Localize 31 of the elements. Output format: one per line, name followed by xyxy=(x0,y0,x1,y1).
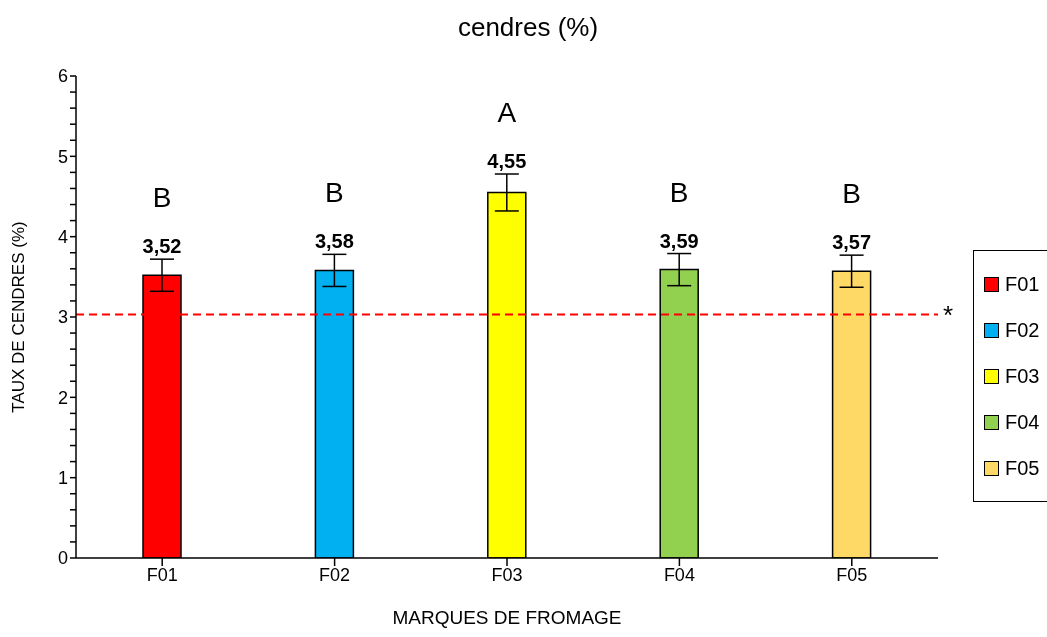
y-tick-label: 4 xyxy=(57,227,68,248)
annotation: B xyxy=(669,176,689,208)
y-tick-label: 6 xyxy=(57,66,68,87)
chart-title: cendres (%) xyxy=(456,12,600,43)
category-label: F04 xyxy=(1005,410,1040,433)
y-tick-label: 3 xyxy=(57,307,68,328)
y-axis-title: TAUX DE CENDRES (%) xyxy=(9,221,29,413)
x-tick-label: F02 xyxy=(319,564,351,585)
data-label: 3,57 xyxy=(832,231,872,254)
y-tick-label: 5 xyxy=(57,146,68,167)
data-label: 3,58 xyxy=(314,230,354,253)
annotation: A xyxy=(497,97,517,129)
category-label: F01 xyxy=(1005,272,1040,295)
category-label: F03 xyxy=(1005,364,1040,387)
data-label: 4,55 xyxy=(487,150,527,173)
data-label: 3,52 xyxy=(142,235,182,258)
x-axis-title: MARQUES DE FROMAGE xyxy=(392,607,622,628)
category-label: F05 xyxy=(1005,456,1040,479)
ref-line-label: * xyxy=(943,299,954,330)
y-tick-label: 0 xyxy=(57,548,68,569)
y-tick-label: 1 xyxy=(57,468,68,489)
data-label: 3,59 xyxy=(659,229,699,252)
category-label: F02 xyxy=(1005,318,1040,341)
y-tick-label: 2 xyxy=(57,387,68,408)
annotation: B xyxy=(842,178,861,210)
x-tick-label: F05 xyxy=(836,564,868,585)
x-tick-label: F01 xyxy=(146,564,178,585)
x-tick-label: F04 xyxy=(663,564,695,585)
x-tick-label: F03 xyxy=(491,564,523,585)
annotation: B xyxy=(325,177,344,209)
annotation: B xyxy=(152,182,172,214)
